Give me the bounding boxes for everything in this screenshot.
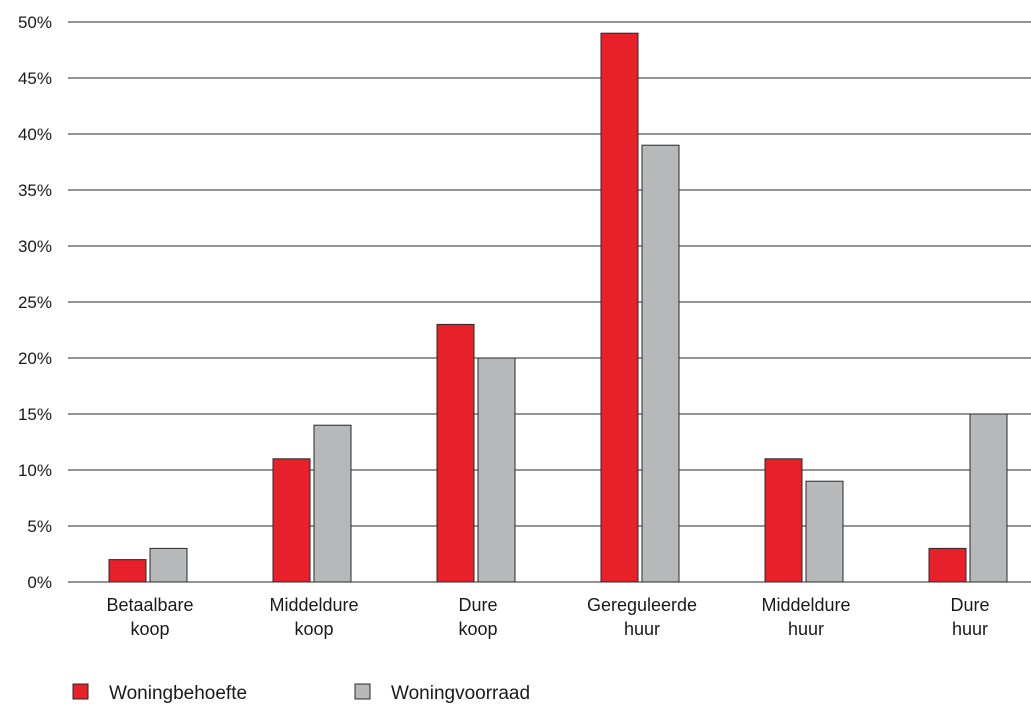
- y-tick-label: 45%: [18, 69, 52, 88]
- y-tick-label: 20%: [18, 349, 52, 368]
- legend-swatch-woningbehoefte: [72, 683, 89, 700]
- category-label-line: Dure: [458, 595, 497, 615]
- bar-woningvoorraad-1: [313, 424, 352, 583]
- bars: [68, 32, 1031, 583]
- category-label: Gereguleerde huur: [587, 595, 697, 639]
- category-label-line: koop: [458, 619, 497, 639]
- x-axis-category-labels: Betaalbare koop Middeldure koop Dure koop Gere…: [106, 595, 989, 639]
- category-label: Betaalbare koop: [106, 595, 193, 639]
- bar-woningbehoefte-0: [108, 559, 147, 583]
- bar-woningbehoefte-2: [436, 323, 475, 583]
- legend-label-woningvoorraad: Woningvoorraad: [391, 683, 530, 704]
- gridlines: [68, 21, 1031, 583]
- y-tick-label: 5%: [27, 517, 52, 536]
- category-label-line: huur: [788, 619, 824, 639]
- bar-woningvoorraad-5: [969, 413, 1008, 583]
- category-label: Dure huur: [950, 595, 989, 639]
- category-label-line: Middeldure: [269, 595, 358, 615]
- y-tick-label: 10%: [18, 461, 52, 480]
- y-tick-label: 25%: [18, 293, 52, 312]
- category-label-line: Middeldure: [761, 595, 850, 615]
- category-label-line: koop: [294, 619, 333, 639]
- bar-woningvoorraad-3: [641, 144, 680, 583]
- bar-woningbehoefte-5: [928, 547, 967, 583]
- y-tick-label: 0%: [27, 573, 52, 592]
- y-tick-label: 35%: [18, 181, 52, 200]
- category-label-line: Gereguleerde: [587, 595, 697, 615]
- y-axis-tick-labels: 0% 5% 10% 15% 20% 25% 30% 35% 40% 45% 50%: [18, 13, 52, 592]
- legend-label-woningbehoefte: Woningbehoefte: [109, 683, 247, 704]
- category-label: Middeldure koop: [269, 595, 358, 639]
- y-tick-label: 15%: [18, 405, 52, 424]
- bar-woningbehoefte-3: [600, 32, 639, 583]
- category-label-line: huur: [952, 619, 988, 639]
- bar-woningvoorraad-2: [477, 357, 516, 583]
- category-label-line: huur: [624, 619, 660, 639]
- category-label-line: Betaalbare: [106, 595, 193, 615]
- bar-woningbehoefte-1: [272, 458, 311, 583]
- category-label: Middeldure huur: [761, 595, 850, 639]
- legend-swatch-woningvoorraad: [354, 683, 371, 700]
- category-label: Dure koop: [458, 595, 497, 639]
- y-tick-label: 50%: [18, 13, 52, 32]
- category-label-line: Dure: [950, 595, 989, 615]
- y-tick-label: 40%: [18, 125, 52, 144]
- legend: Woningbehoefte Woningvoorraad: [72, 683, 530, 704]
- bar-woningvoorraad-4: [805, 480, 844, 583]
- y-tick-label: 30%: [18, 237, 52, 256]
- bar-woningbehoefte-4: [764, 458, 803, 583]
- category-label-line: koop: [130, 619, 169, 639]
- bar-woningvoorraad-0: [149, 547, 188, 583]
